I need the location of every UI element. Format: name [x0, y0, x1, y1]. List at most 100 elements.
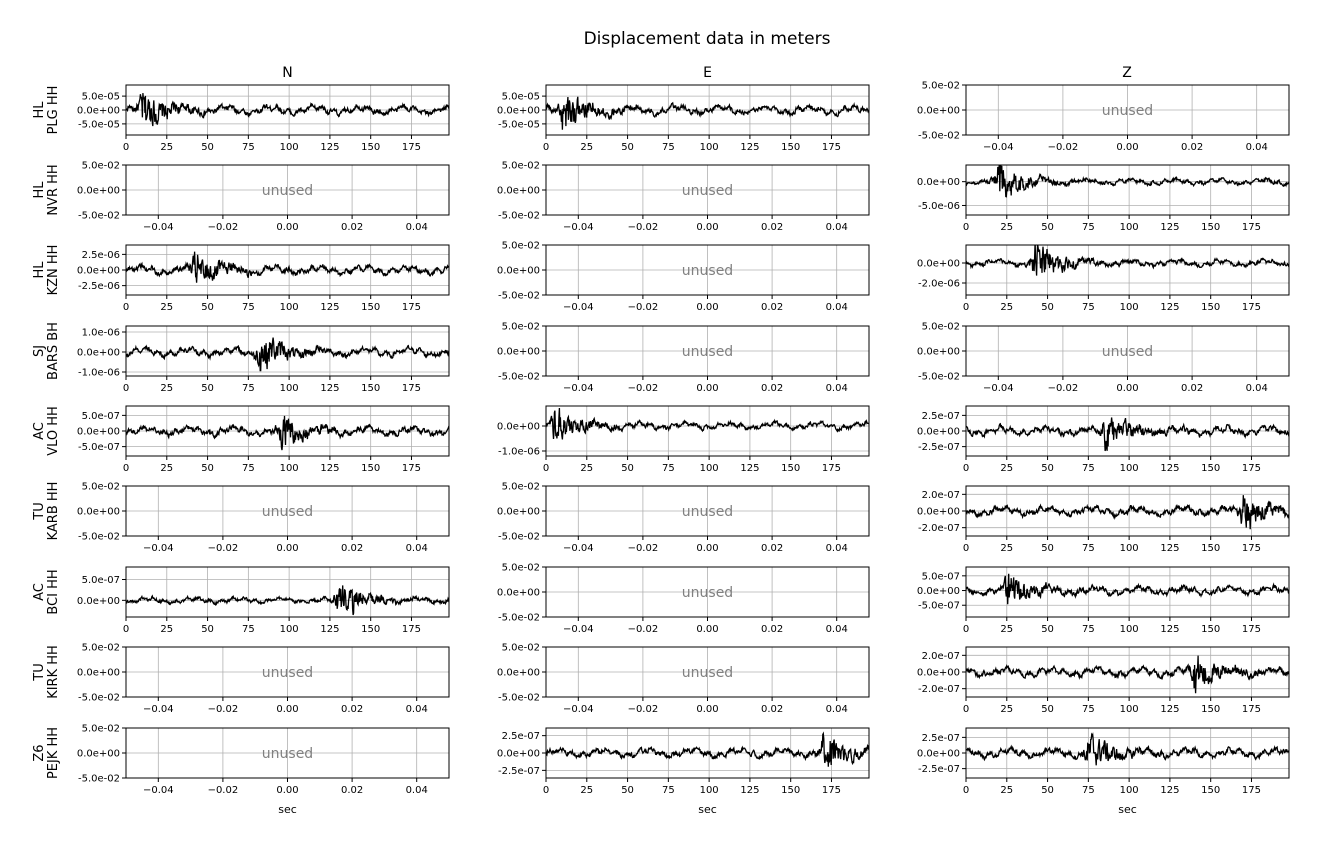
x-tick-label: 0.02	[761, 624, 783, 635]
x-tick-label: 150	[1201, 624, 1220, 635]
y-tick-label: 0.0e+00	[917, 427, 960, 438]
y-tick-label: 0.0e+00	[77, 507, 120, 518]
y-tick-label: -5.0e-05	[78, 119, 120, 130]
y-tick-label: -2.5e-07	[498, 766, 540, 777]
x-tick-label: 50	[621, 463, 634, 474]
column-title-n: N	[282, 65, 292, 81]
row-label: TU KARB HH	[32, 482, 61, 541]
x-tick-label: 125	[320, 302, 339, 313]
x-tick-label: 25	[160, 463, 173, 474]
panel-z-2: 0 25 50 75 100 125 150 175 0.0e+00 -2.0e-06	[917, 244, 1290, 313]
panel-n-0: 0 25 50 75 100 125 150 175 5.0e-05 0.0e+00 -5.0e-0…	[77, 84, 450, 153]
x-tick-label: 125	[320, 463, 339, 474]
x-tick-label: 125	[740, 785, 759, 796]
x-tick-label: 50	[621, 142, 634, 153]
y-tick-label: 1.0e-06	[82, 328, 120, 339]
trace-line	[126, 93, 449, 127]
row-label: SJ BARS BH	[32, 322, 61, 380]
x-tick-label: 0	[963, 302, 969, 313]
x-tick-label: −0.04	[143, 543, 174, 554]
x-tick-label: 50	[1041, 302, 1054, 313]
row-label-station: BCI HH	[46, 569, 61, 614]
unused-label: unused	[1102, 103, 1153, 119]
row-label: AC VLO HH	[32, 406, 61, 456]
trace-line	[966, 495, 1289, 530]
x-tick-label: 0.04	[826, 222, 848, 233]
panel-n-8: unused −0.04 −0.02 0.00 0.02 0.04 5.0e-02 0.0e+…	[77, 724, 450, 816]
y-tick-label: 5.0e-02	[502, 643, 540, 654]
y-tick-label: 5.0e-02	[922, 322, 960, 333]
x-tick-label: 0	[963, 624, 969, 635]
row-label-station: NVR HH	[46, 164, 61, 215]
x-tick-label: 25	[1000, 704, 1013, 715]
panel-e-8: 0 25 50 75 100 125 150 175 2.5e-07 0.0e+00 -2.5e-0…	[497, 727, 870, 816]
x-tick-label: 150	[361, 463, 380, 474]
x-tick-label: 0	[123, 142, 129, 153]
x-tick-label: 50	[201, 624, 214, 635]
x-tick-label: 0.02	[761, 543, 783, 554]
panel-n-2: 0 25 50 75 100 125 150 175 2.5e-06 0.0e+00 -2.5e-0…	[77, 244, 450, 313]
x-tick-label: 0	[543, 785, 549, 796]
x-tick-label: 100	[1120, 302, 1139, 313]
y-tick-label: -5.0e-02	[78, 211, 120, 222]
x-tick-label: 75	[242, 142, 255, 153]
x-tick-label: 100	[1120, 463, 1139, 474]
x-tick-label: 75	[662, 785, 675, 796]
x-tick-label: 0	[963, 222, 969, 233]
x-tick-label: −0.04	[983, 383, 1014, 394]
panel-e-1: unused −0.04 −0.02 0.00 0.02 0.04 5.0e-02 0.0e+…	[497, 161, 870, 233]
unused-label: unused	[262, 746, 313, 762]
y-tick-label: 5.0e-02	[502, 161, 540, 172]
x-tick-label: 0.04	[1246, 142, 1268, 153]
y-tick-label: 5.0e-02	[502, 563, 540, 574]
y-tick-label: 5.0e-02	[82, 482, 120, 493]
y-tick-label: 5.0e-07	[922, 571, 960, 582]
x-tick-label: 75	[1082, 222, 1095, 233]
y-tick-label: 0.0e+00	[497, 422, 540, 433]
panel-n-3: 0 25 50 75 100 125 150 175 1.0e-06 0.0e+00 -1.0e-0…	[77, 325, 450, 394]
x-tick-label: 25	[1000, 543, 1013, 554]
y-tick-label: -2.0e-07	[918, 523, 960, 534]
x-tick-label: 0.00	[696, 383, 718, 394]
x-tick-label: 0	[123, 383, 129, 394]
x-tick-label: −0.02	[208, 543, 239, 554]
x-tick-label: 100	[1120, 704, 1139, 715]
x-tick-label: 0.02	[1181, 383, 1203, 394]
x-tick-label: 0	[963, 463, 969, 474]
y-tick-label: 5.0e-02	[82, 643, 120, 654]
x-tick-label: 175	[402, 463, 421, 474]
trace-line	[546, 407, 869, 440]
x-tick-label: −0.04	[143, 222, 174, 233]
row-label-network: HL	[32, 261, 47, 279]
row-label: HL NVR HH	[32, 164, 61, 215]
y-tick-label: -1.0e-06	[78, 368, 120, 379]
x-tick-label: 125	[1160, 704, 1179, 715]
x-tick-label: 0.04	[1246, 383, 1268, 394]
y-tick-label: -2.0e-06	[918, 279, 960, 290]
x-tick-label: 100	[1120, 543, 1139, 554]
x-tick-label: 25	[580, 142, 593, 153]
x-tick-label: 0.02	[761, 222, 783, 233]
row-label-network: SJ	[32, 345, 47, 357]
x-tick-label: 125	[740, 142, 759, 153]
y-tick-label: 0.0e+00	[497, 588, 540, 599]
x-tick-label: 75	[1082, 463, 1095, 474]
x-tick-label: 125	[1160, 624, 1179, 635]
y-tick-label: -5.0e-02	[498, 372, 540, 383]
x-tick-label: 100	[280, 463, 299, 474]
y-tick-label: 0.0e+00	[497, 507, 540, 518]
x-tick-label: −0.04	[143, 785, 174, 796]
y-tick-label: 2.5e-07	[922, 733, 960, 744]
x-tick-label: 50	[1041, 463, 1054, 474]
x-tick-label: 175	[1242, 463, 1261, 474]
x-tick-label: 0	[123, 463, 129, 474]
y-tick-label: -2.5e-07	[918, 442, 960, 453]
x-tick-label: 25	[580, 785, 593, 796]
x-tick-label: 75	[1082, 302, 1095, 313]
row-label-station: PEJK HH	[46, 727, 61, 779]
x-tick-label: −0.02	[628, 543, 659, 554]
x-tick-label: −0.02	[208, 785, 239, 796]
trace-line	[126, 251, 449, 283]
y-tick-label: 5.0e-02	[922, 81, 960, 92]
x-tick-label: −0.04	[563, 302, 594, 313]
